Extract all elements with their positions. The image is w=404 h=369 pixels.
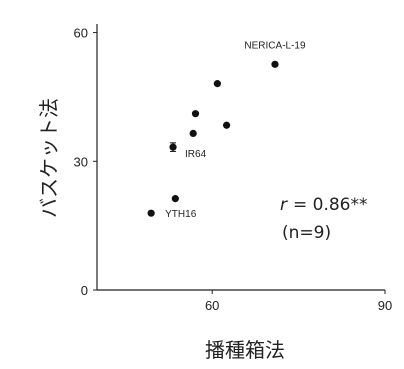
y-tick-label: 30 (74, 154, 88, 169)
x-tick-label: 90 (378, 298, 392, 313)
data-point (189, 129, 197, 138)
data-point (147, 209, 155, 217)
data-point (213, 80, 221, 88)
y-axis-title: バスケット法 (37, 98, 61, 218)
axes (96, 24, 385, 291)
data-point (191, 110, 200, 118)
n-annotation: (n=9) (282, 223, 331, 243)
point-label: IR64 (185, 149, 207, 160)
y-tick-label: 60 (74, 26, 88, 41)
data-point (171, 195, 179, 203)
x-tick-label: 60 (205, 298, 219, 313)
r-symbol: r (280, 195, 288, 215)
point-label: YTH16 (165, 209, 197, 220)
ticks: 0 30 60 60 90 (74, 26, 393, 313)
data-points: YTH16 IR64 NERICA-L-19 (147, 40, 306, 220)
point-label: NERICA-L-19 (244, 40, 306, 51)
correlation-annotation: r = 0.86** (280, 195, 368, 215)
x-axis-title: 播種箱法 (205, 338, 285, 362)
r-value: = 0.86** (293, 195, 368, 215)
y-tick-label: 0 (81, 283, 88, 298)
data-point (169, 143, 177, 151)
data-point (271, 60, 279, 68)
data-point (223, 121, 231, 129)
